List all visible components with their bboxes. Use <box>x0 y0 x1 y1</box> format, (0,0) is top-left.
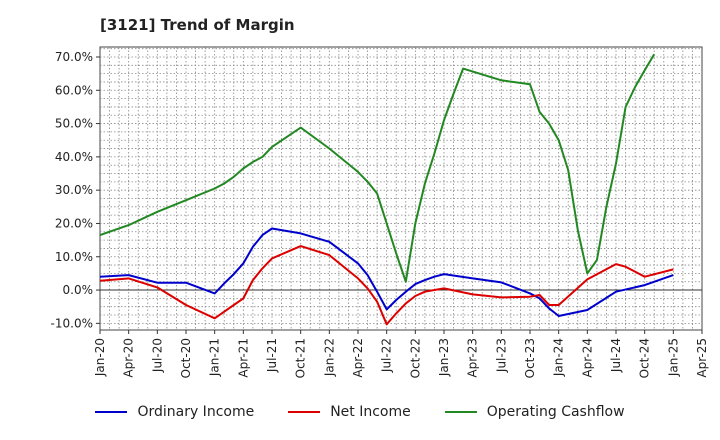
plot-area <box>99 46 703 331</box>
legend-swatch-ordinary-income <box>95 411 128 413</box>
series-line-ordinary-income <box>99 227 674 317</box>
legend-item-ordinary-income: Ordinary Income <box>95 404 254 420</box>
y-tick-label: 60.0% <box>55 83 93 97</box>
x-tick-label: Jul-20 <box>150 338 164 373</box>
x-tick-label: Jan-22 <box>322 338 336 377</box>
y-tick-label: 0.0% <box>63 283 94 297</box>
x-tick-label: Jul-23 <box>494 338 508 373</box>
x-tick-label: Oct-21 <box>294 338 308 378</box>
y-tick-label: -10.0% <box>51 316 93 330</box>
x-tick-label: Jul-21 <box>265 338 279 373</box>
x-tick-label: Apr-23 <box>466 338 480 378</box>
series-line-operating-cashflow <box>99 53 656 283</box>
x-tick-label: Oct-24 <box>638 338 652 378</box>
y-tick-label: 40.0% <box>55 150 93 164</box>
series-line-net-income <box>99 245 674 326</box>
x-tick-label: Jul-22 <box>380 338 394 373</box>
y-tick-label: 30.0% <box>55 183 93 197</box>
legend-item-net-income: Net Income <box>288 404 411 420</box>
x-tick-label: Jan-25 <box>666 338 680 377</box>
y-tick-label: 70.0% <box>55 50 93 64</box>
x-tick-label: Apr-25 <box>695 338 709 378</box>
x-tick-label: Apr-22 <box>351 338 365 378</box>
legend-swatch-operating-cashflow <box>444 411 477 413</box>
x-tick-label: Apr-20 <box>122 338 136 378</box>
x-tick-label: Jan-24 <box>552 338 566 377</box>
y-tick-label: 50.0% <box>55 117 93 131</box>
x-tick-label: Oct-22 <box>408 338 422 378</box>
legend-swatch-net-income <box>288 411 321 413</box>
x-tick-label: Jan-23 <box>437 338 451 377</box>
x-tick-label: Jan-20 <box>93 338 107 377</box>
y-tick-label: 10.0% <box>55 250 93 264</box>
legend-label-net-income: Net Income <box>330 404 411 420</box>
x-tick-label: Jan-21 <box>208 338 222 377</box>
x-tick-label: Oct-23 <box>523 338 537 378</box>
x-tick-label: Apr-24 <box>580 338 594 378</box>
y-tick-label: 20.0% <box>55 216 93 230</box>
chart-title: [3121] Trend of Margin <box>100 16 295 34</box>
legend-item-operating-cashflow: Operating Cashflow <box>444 404 625 420</box>
legend-label-ordinary-income: Ordinary Income <box>137 404 255 420</box>
legend: Ordinary Income Net Income Operating Cas… <box>0 404 720 420</box>
x-tick-label: Apr-21 <box>236 338 250 378</box>
x-tick-label: Oct-20 <box>179 338 193 378</box>
x-tick-label: Jul-24 <box>609 338 623 373</box>
legend-label-operating-cashflow: Operating Cashflow <box>486 404 625 420</box>
